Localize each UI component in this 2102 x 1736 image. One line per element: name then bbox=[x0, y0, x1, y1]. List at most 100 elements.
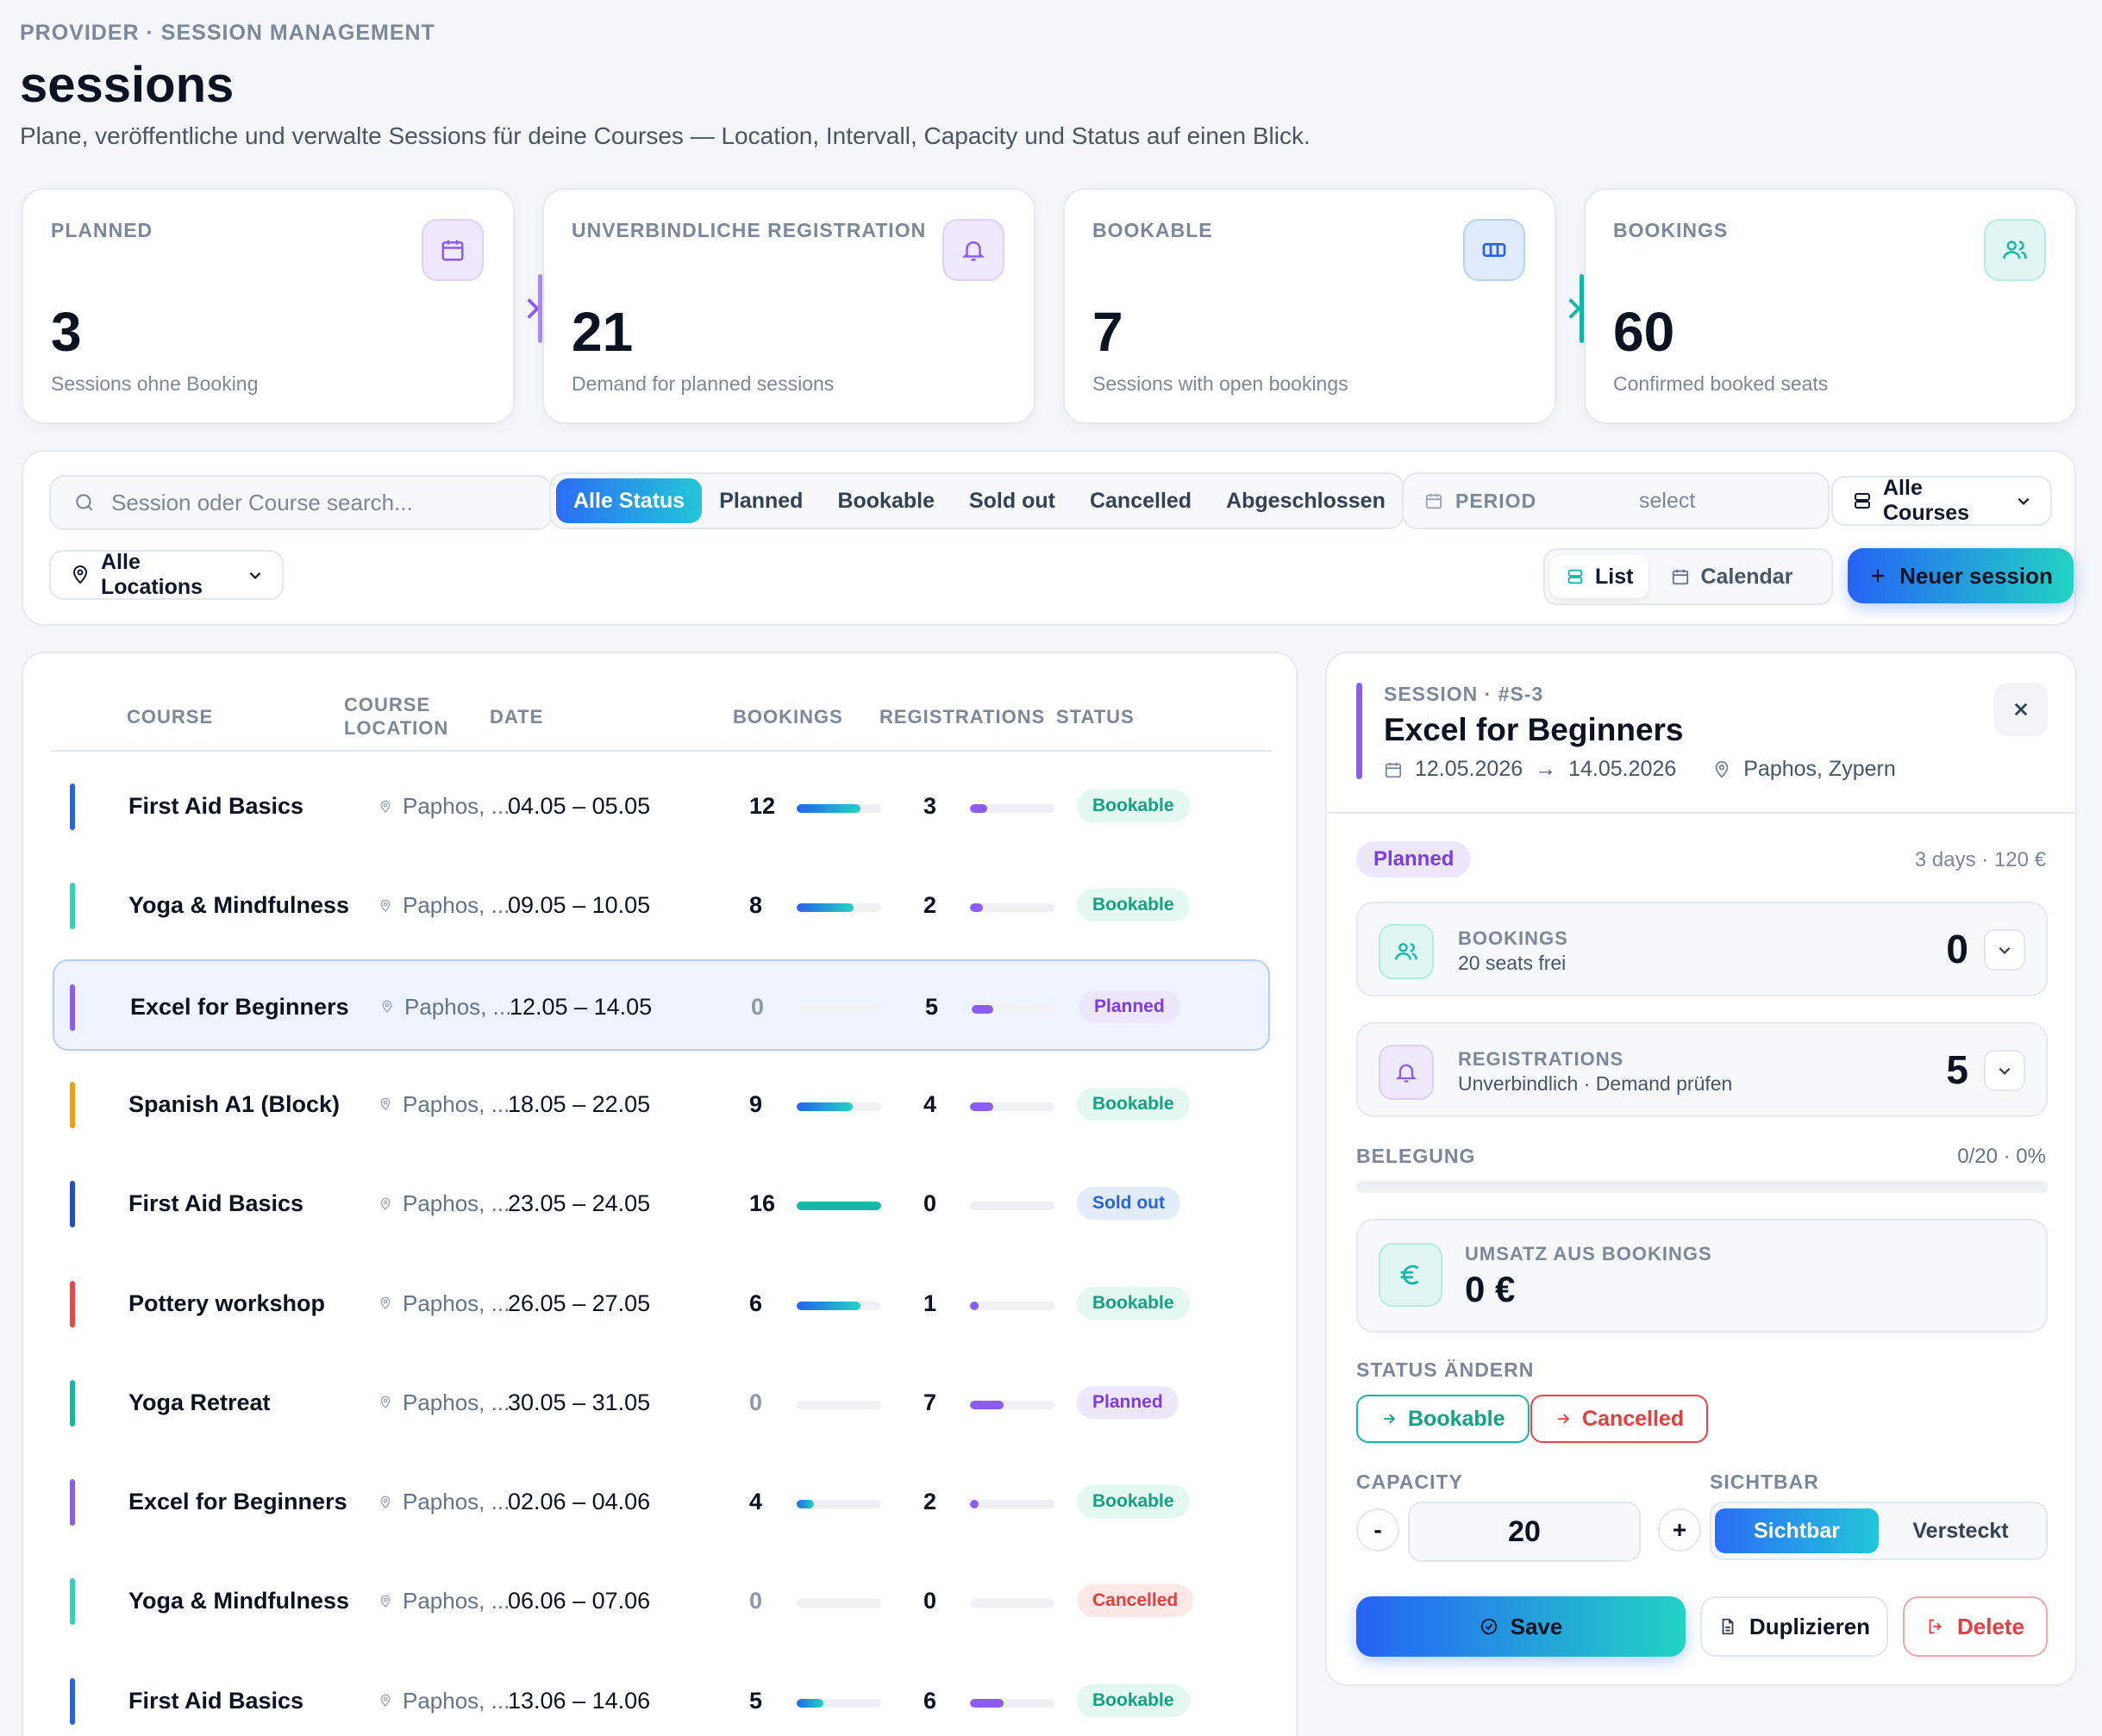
calendar-icon bbox=[422, 219, 484, 281]
table-row[interactable]: Pottery workshop Paphos, ... 26.05 – 27.05… bbox=[53, 1258, 1270, 1349]
map-pin-icon bbox=[378, 1496, 392, 1509]
set-bookable-label: Bookable bbox=[1408, 1406, 1505, 1431]
search-input[interactable] bbox=[111, 489, 525, 516]
bookings-count: 8 bbox=[749, 892, 763, 919]
table-row[interactable]: First Aid Basics Paphos, ... 04.05 – 05.05… bbox=[53, 760, 1270, 852]
table-row[interactable]: Excel for Beginners Paphos, ... 12.05 – 14… bbox=[53, 959, 1270, 1051]
bookings-progress-fill bbox=[797, 804, 860, 813]
stats-row: PLANNED 3 Sessions ohne Booking UNVERBIN… bbox=[22, 188, 2077, 424]
period-picker[interactable]: PERIOD select bbox=[1402, 472, 1830, 529]
stat-value: 21 bbox=[572, 301, 634, 363]
column-header-location-line2: LOCATION bbox=[344, 717, 449, 739]
status-tab-planned[interactable]: Planned bbox=[719, 488, 804, 513]
bookings-count: 4 bbox=[749, 1489, 763, 1515]
course-location: Paphos, ... bbox=[378, 1290, 510, 1317]
status-badge: Bookable bbox=[1077, 790, 1190, 822]
bookings-progress-bar bbox=[797, 1400, 881, 1409]
status-tab-sold-out[interactable]: Sold out bbox=[968, 488, 1055, 513]
column-header-location-line1: COURSE bbox=[344, 694, 431, 715]
stat-label: BOOKINGS bbox=[1613, 219, 1729, 241]
session-date: 06.06 – 07.06 bbox=[508, 1588, 651, 1614]
bell-icon bbox=[1379, 1045, 1434, 1100]
capacity-input[interactable]: 20 bbox=[1408, 1502, 1641, 1562]
stat-card-bookable: BOOKABLE 7 Sessions with open bookings bbox=[1063, 188, 1556, 424]
registrations-metric-label: REGISTRATIONS bbox=[1458, 1048, 1624, 1070]
column-header-location: COURSE LOCATION bbox=[344, 693, 448, 740]
table-row[interactable]: Spanish A1 (Block) Paphos, ... 18.05 – 22.… bbox=[53, 1058, 1270, 1150]
course-location-text: Paphos, ... bbox=[403, 793, 510, 819]
bookings-progress-fill bbox=[797, 1102, 853, 1111]
column-header-registrations: REGISTRATIONS bbox=[879, 706, 1046, 727]
registrations-progress-bar bbox=[972, 1004, 1056, 1014]
period-label: PERIOD bbox=[1455, 489, 1537, 512]
detail-meta: 12.05.2026 → 14.05.2026 Paphos, Zypern bbox=[1384, 757, 1896, 782]
course-location: Paphos, ... bbox=[378, 1389, 510, 1416]
belegung-value: 0/20 · 0% bbox=[1957, 1145, 2046, 1168]
course-name: Excel for Beginners bbox=[130, 993, 349, 1020]
registrations-progress-bar bbox=[970, 1102, 1054, 1111]
table-row[interactable]: First Aid Basics Paphos, ... 23.05 – 24.05… bbox=[53, 1158, 1270, 1249]
visibility-hidden-option[interactable]: Versteckt bbox=[1912, 1518, 2009, 1543]
table-row[interactable]: First Aid Basics Paphos, ... 13.06 – 14.06… bbox=[53, 1655, 1270, 1736]
course-location: Paphos, ... bbox=[378, 1688, 510, 1714]
registrations-count: 2 bbox=[923, 892, 937, 919]
map-pin-icon bbox=[378, 899, 392, 913]
capacity-increment-button[interactable]: + bbox=[1658, 1508, 1701, 1552]
table-row[interactable]: Yoga Retreat Paphos, ... 30.05 – 31.05 0 7 Pl… bbox=[53, 1357, 1270, 1448]
course-name: Excel for Beginners bbox=[128, 1489, 347, 1515]
capacity-decrement-button[interactable]: - bbox=[1356, 1508, 1399, 1552]
search-box[interactable] bbox=[49, 475, 553, 530]
status-tab-completed[interactable]: Abgeschlossen bbox=[1226, 488, 1386, 513]
status-filter-tabs: Alle Status Planned Bookable Sold out Ca… bbox=[549, 472, 1404, 529]
courses-dropdown[interactable]: Alle Courses bbox=[1831, 476, 2052, 526]
status-badge: Cancelled bbox=[1077, 1584, 1194, 1618]
close-button[interactable] bbox=[1994, 683, 2048, 736]
status-tab-all[interactable]: Alle Status bbox=[556, 478, 703, 523]
bookings-progress-bar bbox=[797, 903, 881, 913]
new-session-button[interactable]: Neuer session bbox=[1848, 548, 2074, 603]
delete-button[interactable]: Delete bbox=[1903, 1596, 2048, 1657]
period-value[interactable]: select bbox=[1639, 488, 1696, 513]
registrations-progress-bar bbox=[970, 903, 1054, 913]
duplicate-button[interactable]: Duplizieren bbox=[1700, 1596, 1888, 1657]
set-bookable-button[interactable]: Bookable bbox=[1356, 1395, 1530, 1443]
visibility-visible-option[interactable]: Sichtbar bbox=[1715, 1508, 1879, 1553]
view-list-button[interactable]: List bbox=[1550, 555, 1649, 598]
detail-duration-price: 3 days · 120 € bbox=[1914, 848, 2046, 871]
courses-dropdown-label: Alle Courses bbox=[1883, 476, 1970, 525]
stat-label: PLANNED bbox=[51, 219, 153, 241]
status-badge: Planned bbox=[1077, 1385, 1179, 1419]
detail-color-stripe bbox=[1356, 683, 1362, 779]
table-row[interactable]: Excel for Beginners Paphos, ... 02.06 – 04… bbox=[53, 1456, 1270, 1547]
registrations-progress-bar bbox=[970, 1400, 1054, 1409]
set-cancelled-button[interactable]: Cancelled bbox=[1530, 1395, 1709, 1443]
bookings-progress-bar bbox=[797, 1102, 881, 1111]
map-pin-icon bbox=[378, 1694, 392, 1708]
registrations-count: 7 bbox=[923, 1389, 937, 1415]
capacity-label: CAPACITY bbox=[1356, 1471, 1463, 1493]
course-color-stripe bbox=[70, 1280, 75, 1327]
bookings-expand-button[interactable] bbox=[1984, 929, 2025, 971]
locations-dropdown[interactable]: Alle Locations bbox=[49, 550, 284, 600]
map-pin-icon bbox=[378, 1396, 392, 1409]
stat-value: 7 bbox=[1092, 301, 1123, 363]
bookings-progress-bar bbox=[798, 1004, 883, 1014]
view-calendar-button[interactable]: Calendar bbox=[1655, 555, 1808, 598]
table-row[interactable]: Yoga & Mindfulness Paphos, ... 09.05 – 10.… bbox=[53, 859, 1270, 951]
table-row[interactable]: Yoga & Mindfulness Paphos, ... 06.06 – 07.… bbox=[53, 1555, 1270, 1646]
status-tab-cancelled[interactable]: Cancelled bbox=[1089, 488, 1192, 513]
status-tab-bookable[interactable]: Bookable bbox=[837, 488, 935, 513]
bookings-progress-fill bbox=[797, 1698, 824, 1708]
bookings-count: 5 bbox=[749, 1687, 763, 1714]
course-location: Paphos, ... bbox=[380, 994, 511, 1021]
session-date: 12.05 – 14.05 bbox=[510, 993, 653, 1020]
list-icon bbox=[1566, 567, 1585, 586]
session-date: 04.05 – 05.05 bbox=[508, 793, 651, 819]
registrations-metric: REGISTRATIONS Unverbindlich · Demand prü… bbox=[1356, 1022, 2048, 1117]
course-name: First Aid Basics bbox=[128, 793, 304, 819]
registrations-expand-button[interactable] bbox=[1984, 1050, 2025, 1091]
course-location-text: Paphos, ... bbox=[403, 892, 510, 919]
bookings-progress-bar bbox=[797, 1698, 881, 1708]
save-button[interactable]: Save bbox=[1356, 1596, 1686, 1657]
map-pin-icon bbox=[380, 1000, 394, 1014]
